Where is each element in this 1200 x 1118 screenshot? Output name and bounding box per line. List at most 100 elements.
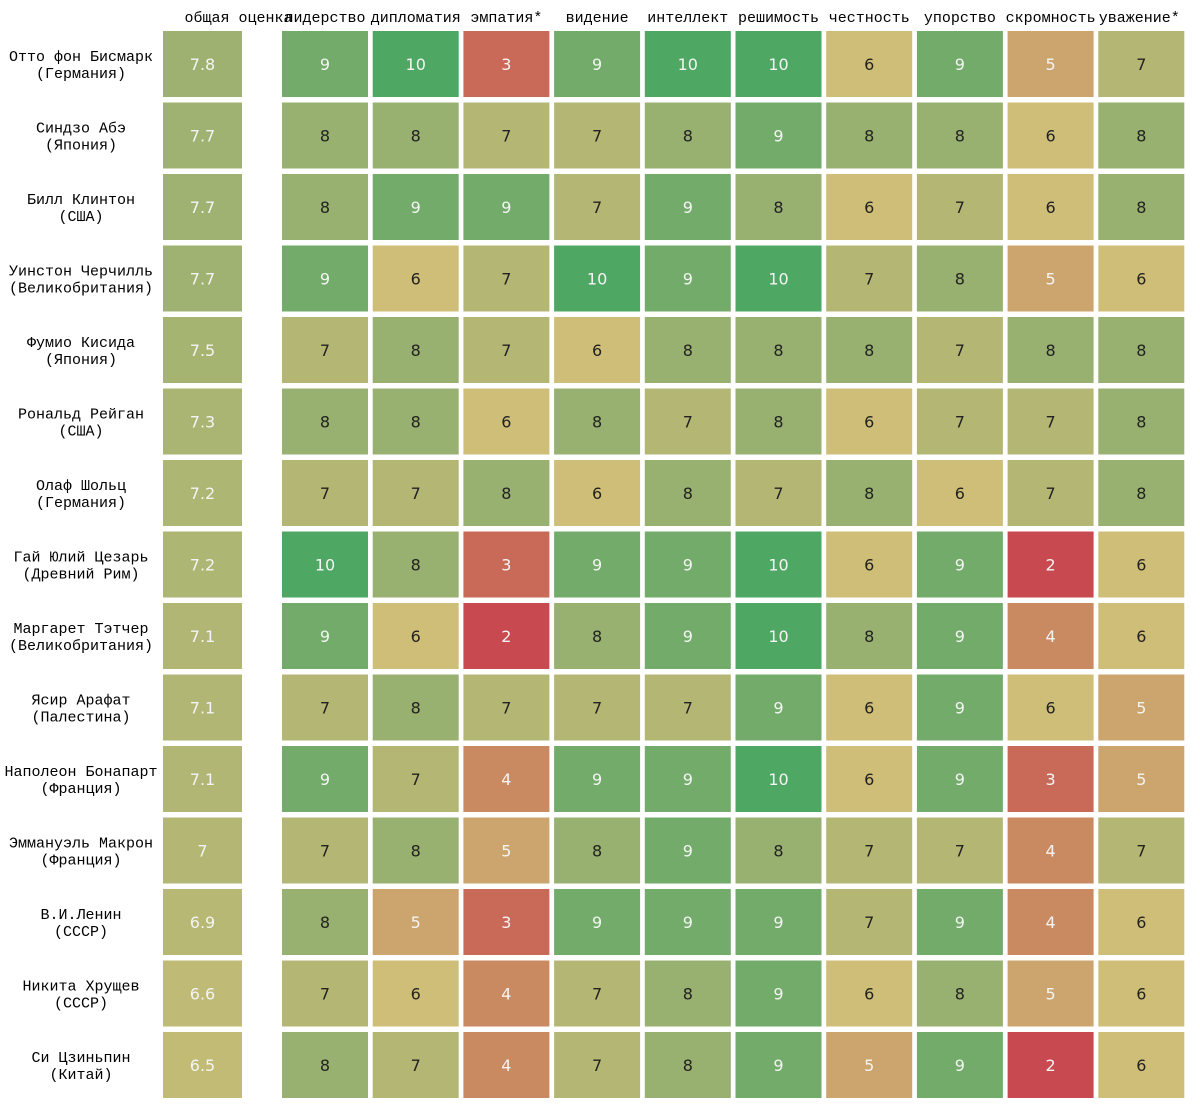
heatmap-cell-value: 8	[320, 127, 330, 146]
heatmap-cell	[463, 388, 550, 455]
row-label-name: Эммануэль Макрон	[9, 836, 153, 853]
heatmap-cell	[826, 674, 913, 741]
heatmap-cell	[282, 245, 368, 312]
heatmap-cell	[554, 817, 641, 884]
heatmap-cell	[1007, 1032, 1094, 1098]
heatmap-cell-value: 9	[773, 985, 783, 1004]
heatmap-cell	[826, 1032, 913, 1098]
heatmap-cell-value: 9	[683, 842, 693, 861]
heatmap-cell	[372, 174, 459, 240]
heatmap-cell-value: 7	[1136, 842, 1146, 861]
heatmap-cell-value: 4	[501, 770, 511, 789]
heatmap-cell-value: 6	[411, 627, 421, 646]
heatmap-cell	[1007, 31, 1094, 97]
heatmap-cell-value: 7	[1046, 413, 1056, 432]
overall-score-cell	[163, 603, 242, 669]
heatmap-cell	[644, 746, 731, 812]
heatmap-cell	[916, 674, 1003, 741]
heatmap-cell	[735, 460, 822, 526]
heatmap-cell-value: 9	[592, 556, 602, 575]
heatmap-cell	[1098, 102, 1185, 169]
heatmap-cell-value: 9	[773, 127, 783, 146]
heatmap-cell-value: 7	[320, 341, 330, 360]
heatmap-cell-value: 8	[1136, 341, 1146, 360]
overall-score-value: 7.8	[190, 55, 215, 74]
overall-score-value: 7	[197, 842, 207, 861]
heatmap-cell	[463, 531, 550, 598]
heatmap-cell	[735, 531, 822, 598]
row-label-name: Ясир Арафат	[31, 693, 130, 710]
heatmap-cell	[644, 960, 731, 1027]
heatmap-cell-value: 9	[773, 1056, 783, 1075]
overall-score-cell	[163, 388, 242, 455]
heatmap-cell-value: 6	[864, 413, 874, 432]
heatmap-cell-value: 8	[773, 842, 783, 861]
heatmap-cell-value: 10	[768, 556, 788, 575]
heatmap-cell-value: 10	[406, 55, 426, 74]
heatmap-cell	[826, 317, 913, 383]
heatmap-cell	[554, 531, 641, 598]
heatmap-cell	[463, 31, 550, 97]
heatmap-cell	[1098, 746, 1185, 812]
row-label-name: Отто фон Бисмарк	[9, 49, 153, 66]
heatmap-cell-value: 5	[501, 842, 511, 861]
heatmap-cell	[1098, 245, 1185, 312]
row-label-name: Рональд Рейган	[18, 407, 144, 424]
heatmap-cell	[463, 317, 550, 383]
heatmap-cell	[1007, 746, 1094, 812]
heatmap-cell-value: 5	[864, 1056, 874, 1075]
overall-score-cell	[163, 102, 242, 169]
heatmap-cell	[282, 817, 368, 884]
heatmap-cell-value: 8	[864, 341, 874, 360]
heatmap-cell-value: 7	[411, 770, 421, 789]
heatmap-cell	[826, 460, 913, 526]
heatmap-cell-value: 9	[592, 913, 602, 932]
heatmap-cell-value: 8	[683, 484, 693, 503]
heatmap-cell	[916, 960, 1003, 1027]
heatmap-cell-value: 8	[683, 127, 693, 146]
heatmap-cell	[554, 746, 641, 812]
heatmap-cell	[372, 460, 459, 526]
row-label-country: (Франция)	[40, 781, 121, 798]
heatmap-cell-value: 5	[1046, 270, 1056, 289]
heatmap-cell-value: 2	[501, 627, 511, 646]
heatmap-cell	[1007, 102, 1094, 169]
heatmap-cell	[735, 889, 822, 955]
row-label-country: (Япония)	[45, 138, 117, 155]
row-label-name: Си Цзиньпин	[31, 1050, 130, 1067]
heatmap-cell-value: 8	[411, 842, 421, 861]
heatmap-cell-value: 8	[320, 413, 330, 432]
heatmap-cell-value: 4	[1046, 913, 1056, 932]
heatmap-cell	[1098, 674, 1185, 741]
heatmap-cell	[463, 746, 550, 812]
heatmap-cell-value: 8	[773, 341, 783, 360]
row-label-country: (Великобритания)	[9, 281, 153, 298]
heatmap-cell-value: 8	[773, 413, 783, 432]
heatmap-cell-value: 9	[773, 699, 783, 718]
heatmap-cell-value: 7	[683, 699, 693, 718]
heatmap-cell	[1007, 174, 1094, 240]
heatmap-cell	[826, 889, 913, 955]
heatmap-cell	[463, 603, 550, 669]
row-label-country: (Китай)	[49, 1067, 112, 1084]
heatmap-cell	[463, 889, 550, 955]
overall-score-cell	[163, 1032, 242, 1098]
heatmap-cell-value: 7	[592, 699, 602, 718]
heatmap-cell-value: 10	[315, 556, 335, 575]
heatmap-cell	[826, 31, 913, 97]
overall-score-cell	[163, 31, 242, 97]
heatmap-cell	[735, 102, 822, 169]
heatmap-cell	[826, 245, 913, 312]
row-label-country: (СССР)	[54, 996, 108, 1013]
row-label-country: (СССР)	[54, 924, 108, 941]
heatmap-cell-value: 8	[1136, 413, 1146, 432]
heatmap-cell-value: 8	[1046, 341, 1056, 360]
heatmap-cell	[463, 102, 550, 169]
heatmap-cell-value: 7	[592, 985, 602, 1004]
heatmap-cell-value: 7	[320, 484, 330, 503]
heatmap-cell	[826, 531, 913, 598]
heatmap-cell-value: 6	[1136, 556, 1146, 575]
heatmap-cell	[1007, 674, 1094, 741]
heatmap-cell-value: 9	[501, 198, 511, 217]
